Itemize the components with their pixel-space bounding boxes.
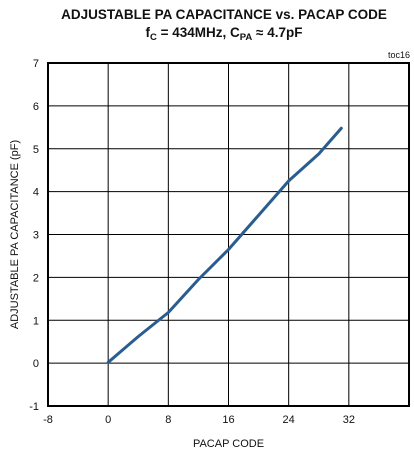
y-tick-label-5: 4 — [33, 187, 39, 199]
y-tick-label-6: 5 — [33, 144, 39, 156]
x-tick-label-1: 0 — [105, 414, 111, 426]
y-tick-label-2: 1 — [33, 315, 39, 327]
x-tick-label-3: 16 — [222, 414, 234, 426]
series-lines — [106, 126, 343, 364]
y-tick-label-3: 2 — [33, 272, 39, 284]
chart-title: ADJUSTABLE PA CAPACITANCE vs. PACAP CODE — [61, 7, 387, 22]
y-tick-label-8: 7 — [33, 58, 39, 70]
subtitle-part-1: C — [150, 32, 157, 43]
tick-labels: -8 0 8 16 24 32 -1 0 1 2 3 4 5 6 7 — [29, 58, 355, 426]
figure-code: toc16 — [388, 50, 410, 60]
series-line-0 — [106, 126, 343, 364]
subtitle-part-3: PA — [240, 32, 253, 43]
y-axis-label: ADJUSTABLE PA CAPACITANCE (pF) — [9, 140, 21, 329]
plot-grid — [48, 63, 409, 406]
x-tick-label-5: 32 — [343, 414, 355, 426]
chart-subtitle: fC = 434MHz, CPA ≈ 4.7pF — [146, 25, 303, 43]
subtitle-part-2: = 434MHz, C — [157, 25, 240, 40]
y-tick-label-1: 0 — [33, 358, 39, 370]
y-tick-label-7: 6 — [33, 101, 39, 113]
plot-frame — [47, 62, 410, 407]
x-tick-label-2: 8 — [165, 414, 171, 426]
y-tick-label-4: 3 — [33, 230, 39, 242]
x-tick-label-4: 24 — [283, 414, 295, 426]
y-tick-label-0: -1 — [29, 401, 39, 413]
x-axis-label: PACAP CODE — [193, 438, 264, 450]
x-tick-label-0: -8 — [43, 414, 53, 426]
subtitle-part-0: f — [146, 25, 151, 40]
subtitle-part-4: ≈ 4.7pF — [252, 25, 302, 40]
